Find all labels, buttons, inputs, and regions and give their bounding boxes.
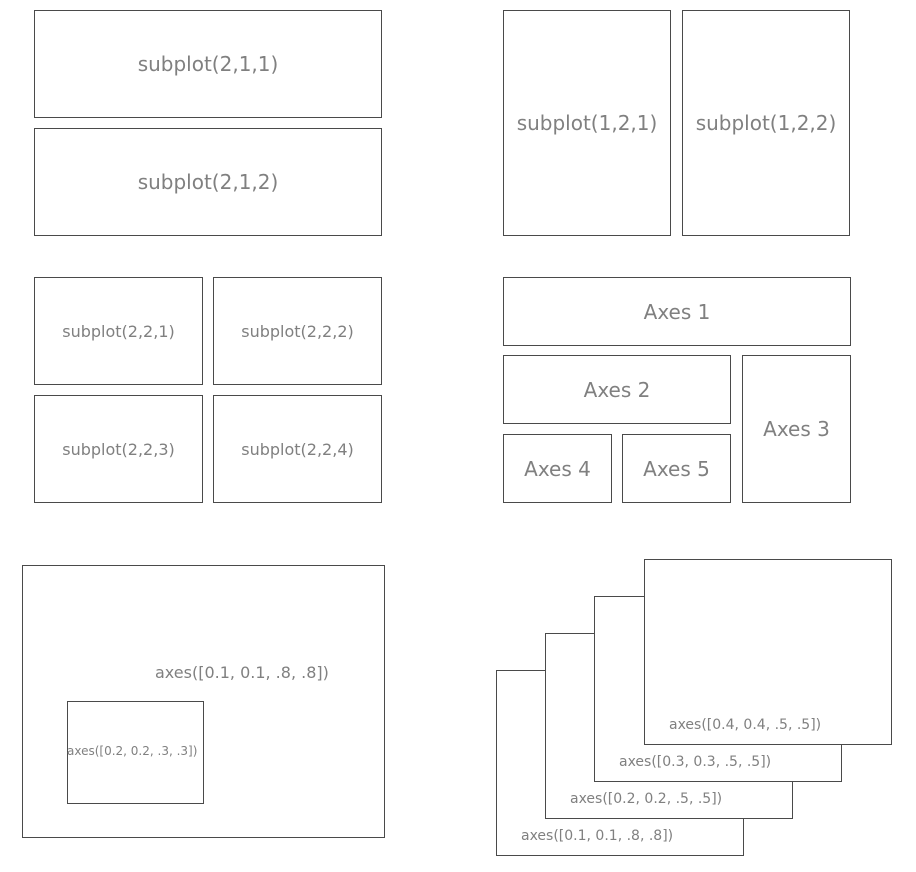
axes-4-frame: Axes 4 [503,434,612,503]
axes-3-label: Axes 3 [763,417,830,441]
stacked-axes-1-label: axes([0.1, 0.1, .8, .8]) [521,828,674,844]
subplot-2-2-3-label: subplot(2,2,3) [62,439,175,459]
subplot-2-1-1-frame: subplot(2,1,1) [34,10,382,118]
subplot-2-2-2-label: subplot(2,2,2) [241,321,354,341]
stacked-axes-3-label: axes([0.3, 0.3, .5, .5]) [619,754,772,770]
subplot-2-2-3-frame: subplot(2,2,3) [34,395,203,503]
subplot-1-2-2-label: subplot(1,2,2) [695,111,837,135]
stacked-axes-4-label: axes([0.4, 0.4, .5, .5]) [669,717,822,733]
axes-1-frame: Axes 1 [503,277,851,346]
axes-3-frame: Axes 3 [742,355,851,503]
axes-1-label: Axes 1 [643,299,711,324]
subplot-2-2-1-label: subplot(2,2,1) [62,321,175,341]
subplot-2-1-2-label: subplot(2,1,2) [137,170,279,194]
subplot-2-2-1-frame: subplot(2,2,1) [34,277,203,385]
stacked-axes-4-frame: axes([0.4, 0.4, .5, .5]) [644,559,892,745]
subplot-2-1-2-frame: subplot(2,1,2) [34,128,382,236]
subplot-1-2-1-frame: subplot(1,2,1) [503,10,671,236]
axes-4-label: Axes 4 [524,456,591,481]
subplot-2-2-4-label: subplot(2,2,4) [241,439,354,459]
axes-5-label: Axes 5 [643,456,710,481]
subplot-2-1-1-label: subplot(2,1,1) [137,52,279,76]
axes-2-frame: Axes 2 [503,355,731,424]
stacked-axes-2-label: axes([0.2, 0.2, .5, .5]) [570,791,723,807]
subplot-2-2-2-frame: subplot(2,2,2) [213,277,382,385]
subplot-2-2-4-frame: subplot(2,2,4) [213,395,382,503]
axes-2-label: Axes 2 [583,377,651,402]
axes-5-frame: Axes 5 [622,434,731,503]
subplot-1-2-1-label: subplot(1,2,1) [516,111,658,135]
outer-axes-label: axes([0.1, 0.1, .8, .8]) [155,663,329,682]
inset-axes-label: axes([0.2, 0.2, .3, .3]) [67,744,198,758]
subplot-1-2-2-frame: subplot(1,2,2) [682,10,850,236]
inset-axes-frame: axes([0.2, 0.2, .3, .3]) [67,701,204,804]
